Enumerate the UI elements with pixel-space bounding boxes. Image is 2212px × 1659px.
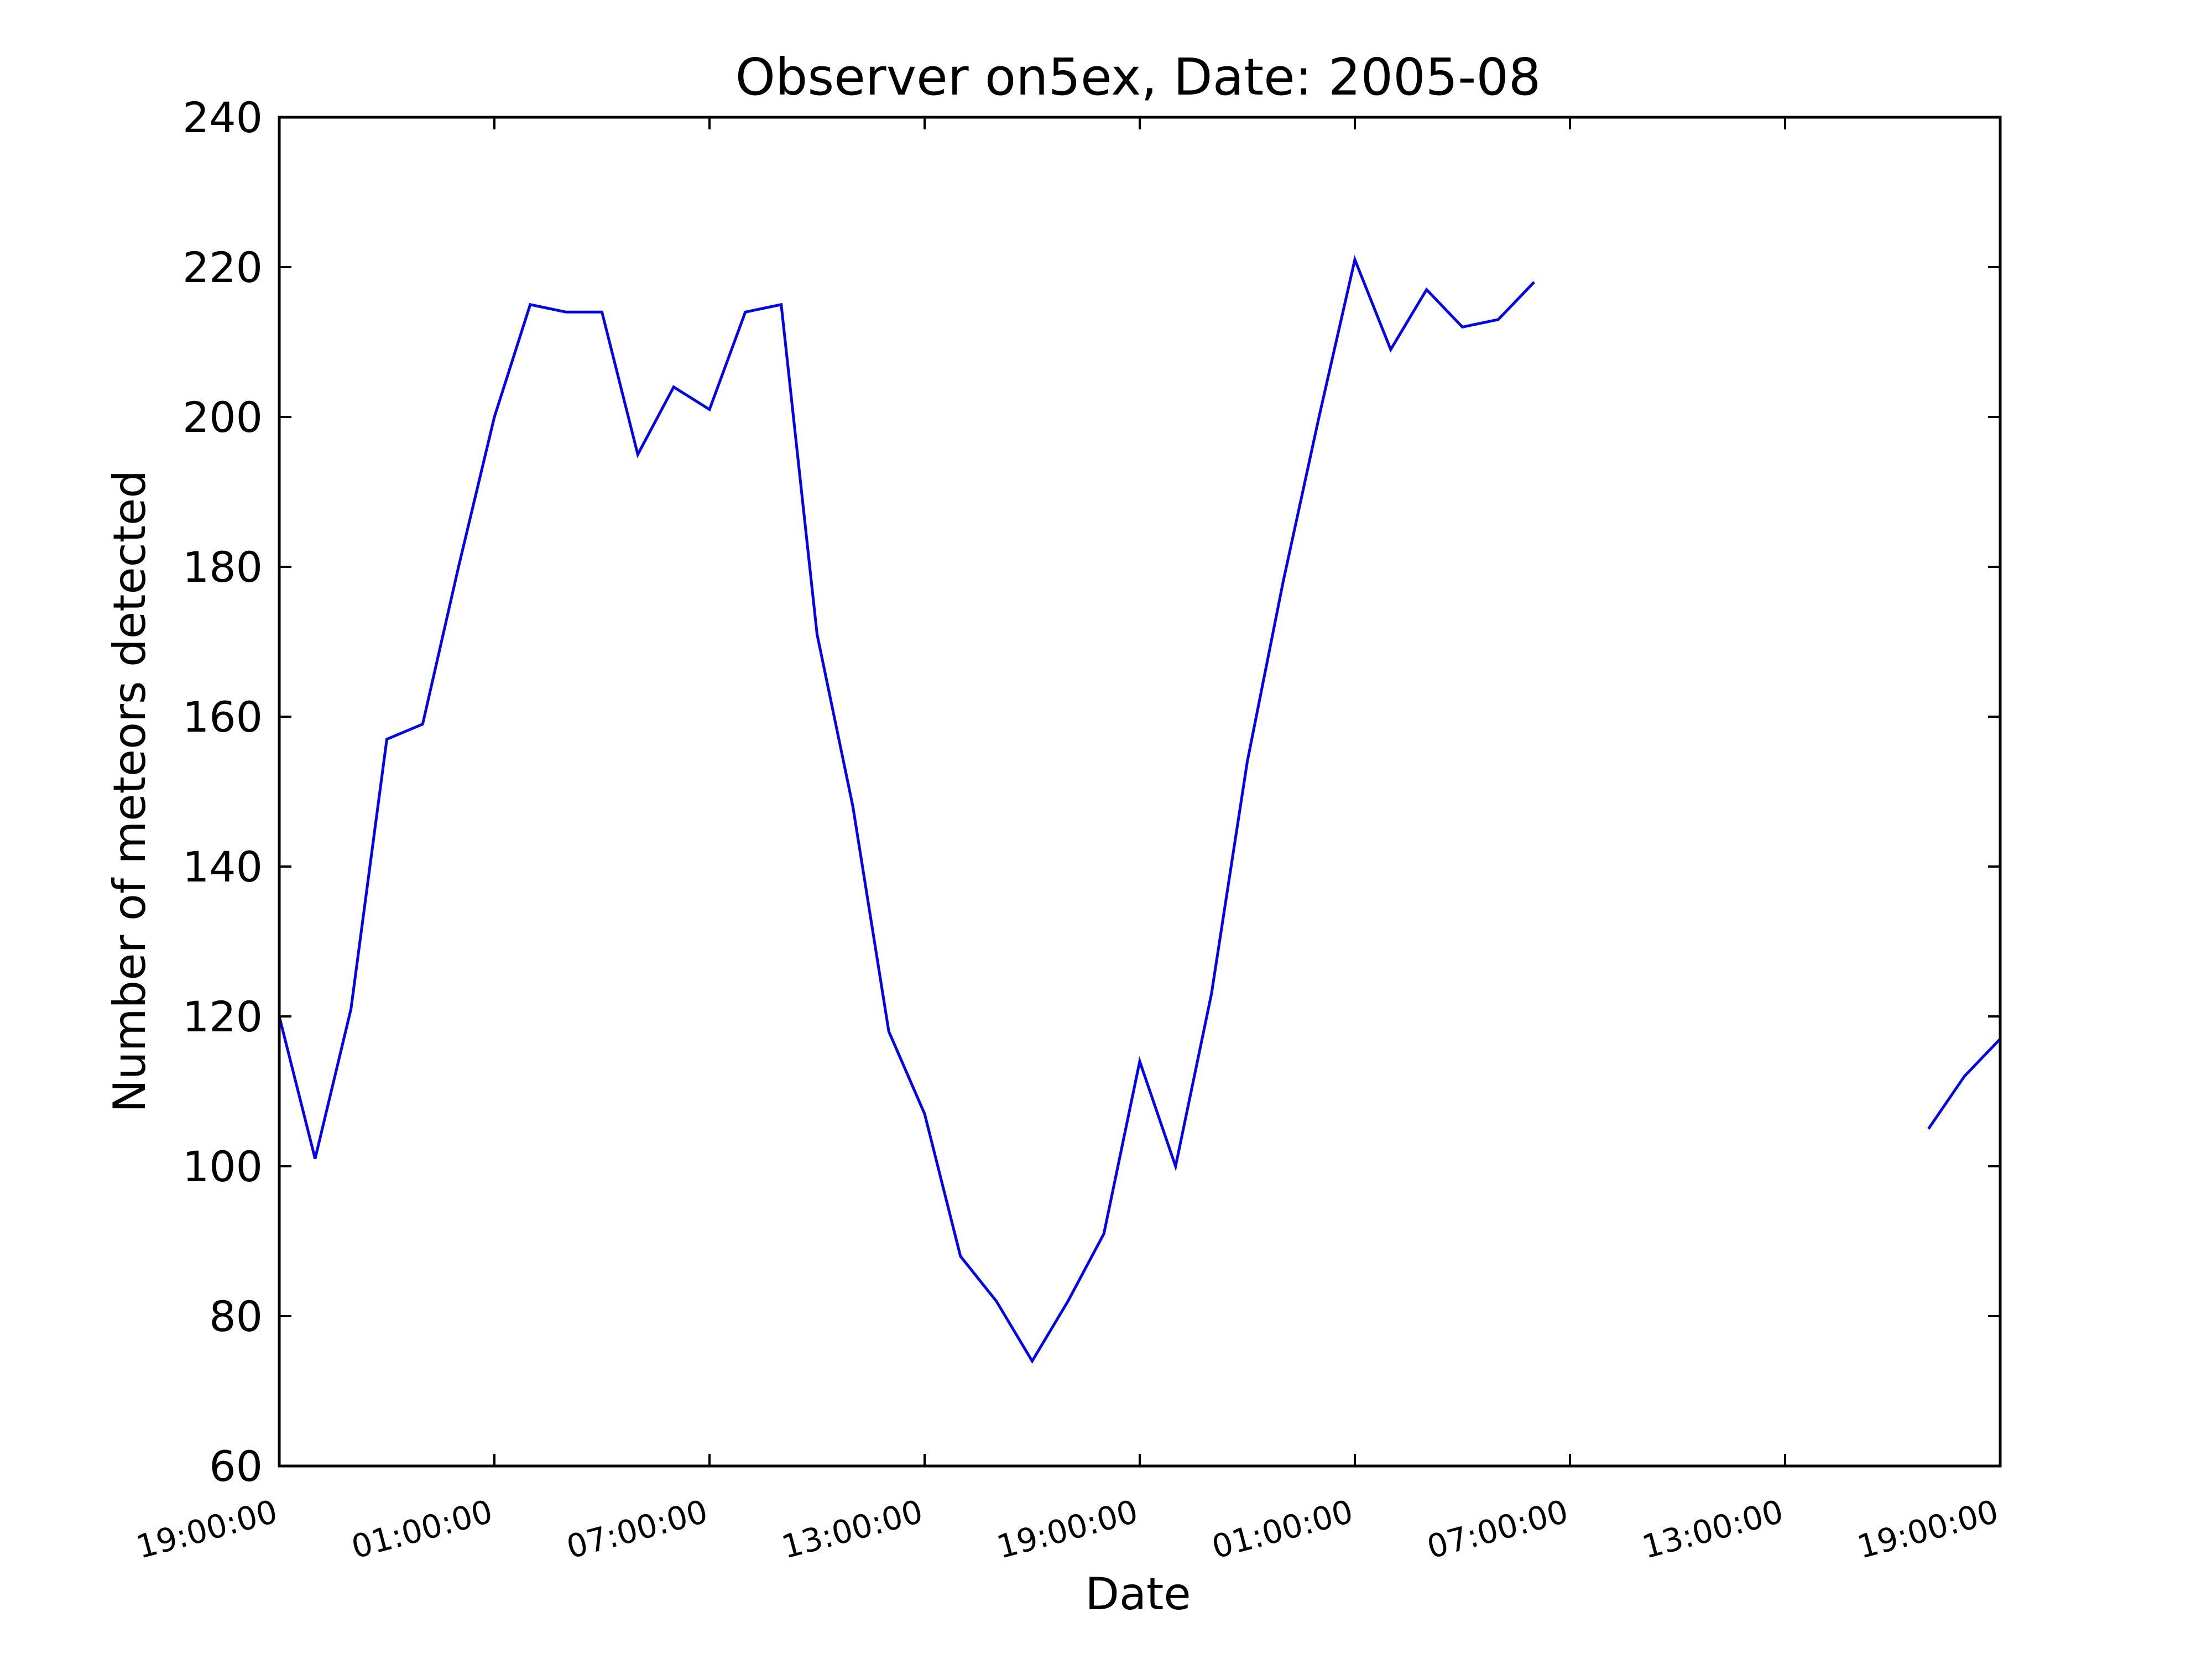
y-tick-label: 200: [182, 393, 263, 442]
y-tick-label: 160: [182, 692, 263, 742]
x-tick-label: 19:00:00: [132, 1493, 281, 1566]
x-tick-label: 07:00:00: [562, 1493, 711, 1566]
y-tick-label: 100: [182, 1142, 263, 1191]
y-axis-label: Number of meteors detected: [104, 470, 155, 1113]
y-tick-label: 240: [182, 93, 263, 142]
series-line-segment-1: [278, 255, 1536, 1364]
plot-frame: [278, 116, 2002, 1468]
x-tick-label: 01:00:00: [1208, 1493, 1357, 1566]
x-tick-label: 13:00:00: [778, 1493, 926, 1566]
series-layer: [278, 255, 2001, 1364]
y-tick-label: 80: [209, 1292, 263, 1341]
series-line-segment-2: [1927, 1037, 2001, 1130]
y-tick-label: 120: [182, 992, 263, 1041]
chart-title: Observer on5ex, Date: 2005-08: [735, 48, 1541, 107]
x-tick-label: 19:00:00: [1853, 1493, 2002, 1566]
x-tick-label: 19:00:00: [993, 1493, 1141, 1566]
y-tick-label: 140: [182, 842, 263, 891]
y-tick-label: 220: [182, 243, 263, 292]
x-axis-label: Date: [1085, 1568, 1191, 1620]
x-tick-label: 07:00:00: [1423, 1493, 1572, 1566]
x-tick-label: 13:00:00: [1638, 1493, 1787, 1566]
y-axis: 60 80 100 120 140 160 180 200 220 240: [182, 93, 2000, 1491]
x-tick-label: 01:00:00: [347, 1493, 496, 1566]
y-tick-label: 60: [209, 1442, 263, 1491]
y-tick-label: 180: [182, 542, 263, 592]
x-axis: 19:00:00 01:00:00 07:00:00 13:00:00 19:00:00…: [132, 117, 2002, 1566]
